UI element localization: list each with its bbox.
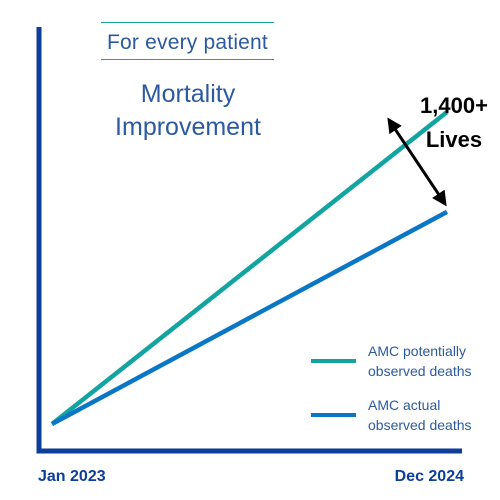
- gap-double-arrow: [387, 117, 447, 207]
- legend-label-actual: AMC actual observed deaths: [368, 397, 472, 433]
- series-lines: [50, 110, 449, 426]
- chart-subtitle: For every patient: [107, 31, 268, 54]
- lives-gap-label: 1,400+ Lives: [420, 93, 488, 152]
- series-line-1: [50, 209, 449, 426]
- chart-title: Mortality Improvement: [115, 80, 261, 141]
- legend-swatch-potential: [311, 359, 356, 363]
- subtitle-rule-bottom: [101, 59, 274, 60]
- legend-swatch-actual: [311, 413, 356, 417]
- legend-label-potential: AMC potentially observed deaths: [368, 343, 472, 379]
- annotation-layer: [387, 117, 447, 207]
- series-line-0: [50, 110, 449, 426]
- x-tick-label-end: Dec 2024: [394, 468, 464, 485]
- axes: [36, 27, 462, 454]
- legend-item-potential: AMC potentially observed deaths: [311, 341, 472, 381]
- axis-lines: [36, 27, 462, 454]
- subtitle-rule-top: [101, 22, 274, 23]
- legend-item-actual: AMC actual observed deaths: [311, 395, 472, 435]
- x-tick-label-start: Jan 2023: [38, 468, 106, 485]
